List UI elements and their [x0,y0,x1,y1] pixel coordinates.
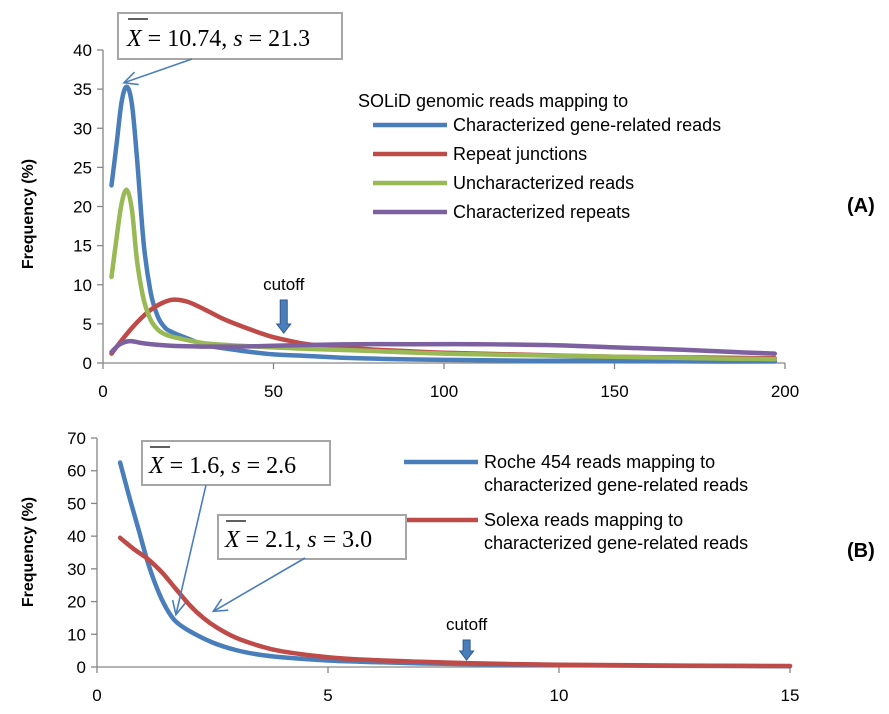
panel-a-legend-label-4: Characterized repeats [453,202,630,222]
panel-b-stat-arrows [171,484,306,617]
panel-b-stat-box-solexa: X = 2.1, s = 3.0 [217,514,407,560]
panel-a-sd-value: 21.3 [268,26,310,52]
panel-a-y-tick-label: 35 [73,80,92,99]
svg-text:X = 2.1, s = 3.0: X = 2.1, s = 3.0 [224,527,372,553]
panel-a-y-tick-label: 15 [73,237,92,256]
panel-b-y-tick-label: 70 [67,429,86,448]
panel-b-y-tick-label: 50 [67,494,86,513]
panel-b-y-tick-label: 10 [67,625,86,644]
panel-b-series-line-2 [117,535,793,669]
panel-b-y-axis-title: Frequency (%) [20,497,37,607]
panel-a-y-tick-label: 40 [73,41,92,60]
panel-a-cutoff-arrow-shape [275,299,292,334]
panel-b-solexa-stat-pointer-head [211,598,229,613]
panel-b-series [117,460,793,669]
panel-a-cutoff-arrow [275,299,292,334]
panel-a-x-tick-label: 50 [264,382,283,401]
panel-a-legend-label-2: Repeat junctions [453,144,587,164]
panel-b-ticks: 0 10 20 30 40 50 60 70 0 5 10 15 [67,429,799,705]
panel-a-ticks: 0 5 10 15 20 25 30 35 40 0 50 100 150 200 [73,41,799,401]
panel-b-roche-mean-value: 1.6 [189,453,219,479]
panel-b-y-tick-label: 40 [67,527,86,546]
panel-a-x-tick-label: 150 [600,382,628,401]
panel-a-legend-label-3: Uncharacterized reads [453,173,634,193]
panel-b-roche-stat-pointer-head [171,599,186,617]
panel-a-legend-label-1: Characterized gene-related reads [453,115,721,135]
panel-a-x-tick-label: 200 [771,382,799,401]
panel-b-solexa-sd-value: 3.0 [342,527,372,553]
panel-b-legend-label-1: characterized gene-related reads [484,475,748,495]
panel-b-legend: Roche 454 reads mapping to characterized … [404,452,748,553]
panel-a-y-tick-label: 0 [83,354,92,373]
panel-b-y-tick-label: 60 [67,462,86,481]
panel-a-y-tick-label: 30 [73,119,92,138]
panel-a-x-tick-label: 0 [98,382,107,401]
panel-a-label: (A) [847,195,875,217]
panel-a-mean-value: 10.74 [167,26,221,52]
panel-b-x-tick-label: 15 [781,686,800,705]
panel-a-y-tick-label: 25 [73,158,92,177]
panel-a-y-tick-label: 10 [73,276,92,295]
panel-b-y-tick-label: 30 [67,560,86,579]
panel-b-legend-label-2: characterized gene-related reads [484,533,748,553]
panel-b-cutoff-label: cutoff [446,615,488,634]
panel-b-stat-box-roche: X = 1.6, s = 2.6 [141,440,331,486]
panel-b-label: (B) [847,540,875,562]
panel-a-cutoff-label: cutoff [263,275,305,294]
panel-a-series-line-4 [109,338,778,356]
panel-a-series-line-3 [109,187,778,362]
svg-text:X = 1.6, s = 2.6: X = 1.6, s = 2.6 [148,453,296,479]
panel-a-y-tick-label: 20 [73,198,92,217]
panel-b-y-tick-label: 0 [77,658,86,677]
panel-b-x-tick-label: 0 [92,686,101,705]
panel-a-y-tick-label: 5 [83,315,92,334]
panel-b-legend-label-1: Roche 454 reads mapping to [484,452,715,472]
panel-b-solexa-mean-value: 2.1 [265,527,295,553]
panel-a: 0 5 10 15 20 25 30 35 40 0 50 100 150 200 Frequency (… [20,12,875,401]
panel-b-roche-stat-pointer [175,484,207,615]
panel-b-x-tick-label: 5 [323,686,332,705]
panel-b-x-tick-label: 10 [550,686,569,705]
panel-b-cutoff-arrow-shape [458,639,475,661]
panel-b-roche-sd-value: 2.6 [266,453,296,479]
panel-a-x-tick-label: 100 [430,382,458,401]
panel-b: 0 10 20 30 40 50 60 70 0 5 10 15 Frequency (%) Roch… [20,429,875,705]
panel-b-solexa-stat-pointer [212,557,306,613]
panel-a-stat-pointer [123,58,193,84]
panel-a-legend-title: SOLiD genomic reads mapping to [358,91,628,111]
panel-a-stat-box: X = 10.74, s = 21.3 [117,12,343,60]
panel-b-cutoff-arrow [458,639,475,661]
panel-a-series [109,84,778,364]
panel-a-legend: Characterized gene-related reads Repeat j… [373,115,721,222]
panel-a-stat-arrow [122,58,193,86]
panel-b-y-tick-label: 20 [67,593,86,612]
panel-a-stat-pointer-head [122,71,139,86]
svg-text:X = 10.74, s = 21.3: X = 10.74, s = 21.3 [126,26,310,52]
panel-a-y-axis-title: Frequency (%) [20,159,37,269]
panel-b-legend-label-2: Solexa reads mapping to [484,510,683,530]
